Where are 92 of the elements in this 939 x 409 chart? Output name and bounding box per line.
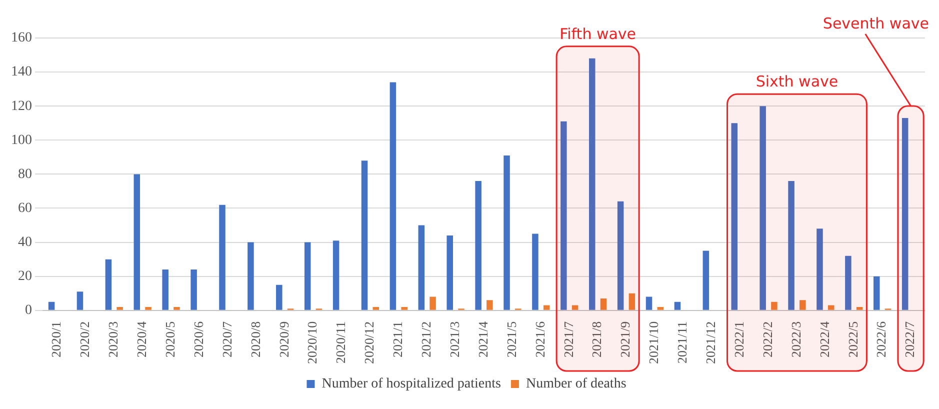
bar [430,296,436,310]
band-label: Sixth wave [756,72,838,90]
bar [628,293,636,310]
bar [504,155,510,310]
bar [788,181,794,310]
x-tick-label: 2020/10 [304,321,320,364]
x-tick-label: 2020/12 [362,321,377,364]
bar [560,121,567,310]
bar [372,306,380,310]
bar [190,270,197,310]
bar [162,270,168,310]
bar [674,302,681,310]
bar [902,118,908,310]
bar [856,306,863,310]
bar [219,204,226,310]
band-label: Seventh wave [822,14,930,32]
bar [304,242,311,310]
x-tick-label: 2020/6 [190,320,206,358]
bar [702,250,710,310]
bar [475,181,482,310]
bar [816,228,823,310]
y-tick-label: 120 [11,98,32,114]
x-tick-label: 2020/9 [276,321,292,358]
x-tick-label: 2022/1 [731,321,746,358]
bar [76,292,84,310]
bar [617,201,624,310]
bar [486,300,493,310]
x-tick-label: 2020/7 [219,320,234,358]
y-tick-label: 140 [11,64,32,80]
x-tick-label: 2021/8 [589,321,604,358]
bar [390,82,396,310]
band-label: Fifth wave [560,24,636,43]
x-tick-label: 2021/5 [504,321,519,358]
y-tick-label: 160 [11,30,32,46]
x-tick-label: 2020/5 [162,321,178,358]
bar [771,302,778,310]
y-tick-label: 80 [18,166,32,182]
x-tick-label: 2020/1 [48,321,64,358]
bar [48,302,55,310]
x-tick-label: 2021/11 [674,321,690,364]
x-tick-label: 2021/7 [560,320,576,358]
bar [105,259,112,310]
x-tick-label: 2022/7 [902,320,918,358]
x-tick-label: 2021/12 [703,321,718,364]
x-tick-label: 2021/4 [475,320,490,358]
bar [361,160,368,310]
bar [332,240,340,310]
bar [134,174,140,310]
legend-label: Number of hospitalized patients [322,376,501,392]
bar [276,284,282,310]
y-tick-label: 40 [18,234,32,250]
x-tick-label: 2022/6 [874,320,889,358]
bar [543,305,550,310]
bar [174,306,180,310]
y-tick-label: 0 [25,303,32,318]
bar [800,300,806,310]
bar [248,242,254,310]
y-tick-label: 100 [11,132,32,148]
bar [401,306,408,310]
bar [657,306,664,310]
x-tick-label: 2022/2 [760,321,775,358]
x-tick-label: 2022/4 [816,320,832,358]
x-tick-label: 2021/9 [618,321,633,358]
legend-label: Number of deaths [526,376,626,392]
x-tick-label: 2021/2 [418,321,434,358]
bar [588,58,596,310]
x-tick-label: 2020/11 [333,321,348,364]
x-tick-label: 2020/3 [106,321,121,358]
bar [532,234,538,310]
bar [845,256,852,310]
x-tick-label: 2021/10 [646,321,662,364]
x-tick-label: 2021/3 [446,321,462,358]
y-tick-label: 20 [18,269,32,284]
x-tick-label: 2020/4 [134,320,150,358]
x-tick-label: 2022/5 [845,321,860,358]
x-tick-label: 2022/3 [788,321,804,358]
x-tick-label: 2021/1 [390,321,406,358]
bar [446,235,453,310]
bar [731,123,738,310]
bar [874,276,880,310]
y-tick-label: 60 [18,200,32,216]
bar [646,296,652,310]
x-tick-label: 2020/8 [248,321,263,358]
bar [760,106,766,310]
bar [145,306,152,310]
bar [116,306,123,310]
bar [828,305,834,310]
bar [572,305,578,310]
bar [600,298,607,310]
x-tick-label: 2021/6 [532,320,548,358]
bar [418,225,425,310]
x-tick-label: 2020/2 [77,321,92,358]
